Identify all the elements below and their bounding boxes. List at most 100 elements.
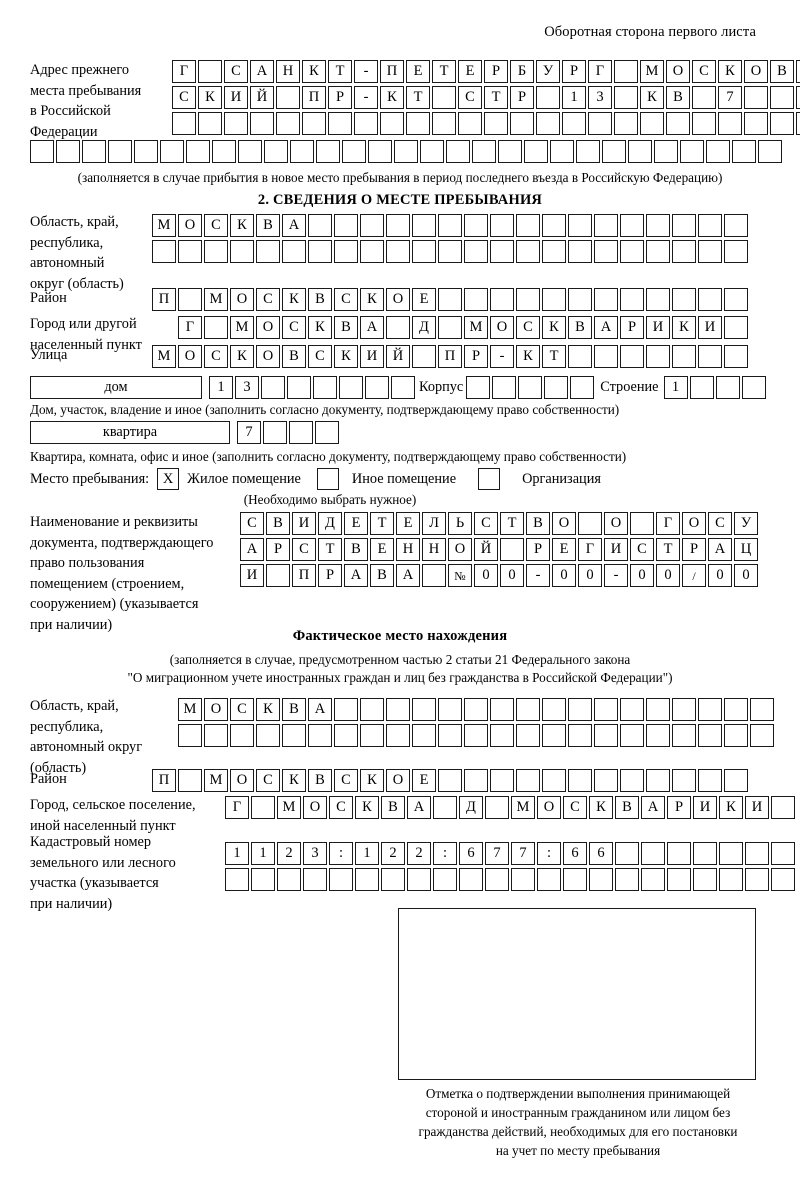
actual-district-cell[interactable] — [464, 769, 488, 792]
house-cell[interactable]: 3 — [235, 376, 259, 399]
document-cell[interactable]: С — [708, 512, 732, 535]
actual-district-cell[interactable] — [594, 769, 618, 792]
prev-address-cell[interactable] — [628, 140, 652, 163]
cadastral-cell[interactable] — [667, 868, 691, 891]
district-cell[interactable]: О — [230, 288, 254, 311]
district-cell[interactable] — [724, 288, 748, 311]
city-cell[interactable]: Р — [620, 316, 644, 339]
document-cell[interactable] — [630, 512, 654, 535]
prev-address-cell[interactable] — [640, 112, 664, 135]
actual-region-cell[interactable]: О — [204, 698, 228, 721]
prev-address-cell[interactable] — [238, 140, 262, 163]
actual-district-cell[interactable]: Е — [412, 769, 436, 792]
region-cell[interactable] — [438, 214, 462, 237]
actual-region-cell[interactable] — [334, 698, 358, 721]
region-cell[interactable] — [620, 240, 644, 263]
prev-address-cell[interactable]: Г — [172, 60, 196, 83]
region-cell[interactable] — [568, 240, 592, 263]
actual-region-cell[interactable] — [360, 724, 384, 747]
cadastral-cell[interactable] — [745, 868, 769, 891]
flat-row[interactable]: квартира 7 — [30, 421, 341, 444]
region-cell[interactable] — [672, 240, 696, 263]
street-cell[interactable]: К — [516, 345, 540, 368]
city-cell[interactable]: К — [308, 316, 332, 339]
document-cell[interactable]: 0 — [734, 564, 758, 587]
district-cell[interactable] — [542, 288, 566, 311]
prev-address-cell[interactable] — [744, 86, 768, 109]
actual-region-cell[interactable] — [438, 724, 462, 747]
actual-city-cell[interactable]: М — [511, 796, 535, 819]
document-cell[interactable]: А — [240, 538, 264, 561]
document-cell[interactable]: Е — [370, 538, 394, 561]
document-cell[interactable]: У — [734, 512, 758, 535]
district-cell[interactable]: К — [282, 288, 306, 311]
document-cell[interactable]: Р — [526, 538, 550, 561]
region-cell[interactable] — [568, 214, 592, 237]
street-cell[interactable] — [672, 345, 696, 368]
district-cell[interactable] — [178, 288, 202, 311]
actual-city-cell[interactable]: А — [407, 796, 431, 819]
region-cell[interactable] — [256, 240, 280, 263]
document-cell[interactable] — [266, 564, 290, 587]
actual-region-cell[interactable] — [568, 698, 592, 721]
document-cell[interactable]: Р — [266, 538, 290, 561]
region-cell[interactable] — [490, 214, 514, 237]
flat-cell[interactable] — [263, 421, 287, 444]
prev-address-cell[interactable]: С — [692, 60, 716, 83]
region-cell[interactable] — [412, 240, 436, 263]
document-cell[interactable]: О — [682, 512, 706, 535]
actual-city-cell[interactable]: Г — [225, 796, 249, 819]
prev-address-cell[interactable] — [276, 112, 300, 135]
prev-address-cell[interactable] — [354, 112, 378, 135]
actual-district-cell[interactable]: О — [386, 769, 410, 792]
street-cell[interactable]: В — [282, 345, 306, 368]
document-cell[interactable]: О — [552, 512, 576, 535]
document-cell[interactable]: Л — [422, 512, 446, 535]
district-cell[interactable] — [438, 288, 462, 311]
document-cell[interactable]: Д — [318, 512, 342, 535]
street-cell[interactable]: С — [308, 345, 332, 368]
actual-region-cell[interactable] — [698, 724, 722, 747]
house-cell[interactable] — [261, 376, 285, 399]
region-cell[interactable] — [282, 240, 306, 263]
prev-address-cell[interactable] — [264, 140, 288, 163]
actual-district-cell[interactable]: С — [334, 769, 358, 792]
district-cell[interactable]: С — [334, 288, 358, 311]
prev-address-cell[interactable]: Б — [510, 60, 534, 83]
region-cell[interactable] — [386, 214, 410, 237]
document-row-3[interactable]: И П Р А В А № 0 0-0 0-0 0/0 0 — [240, 564, 760, 587]
prev-address-cell[interactable]: А — [250, 60, 274, 83]
flat-cell[interactable]: 7 — [237, 421, 261, 444]
region-cell[interactable] — [334, 240, 358, 263]
region-cell[interactable] — [542, 240, 566, 263]
prev-address-cell[interactable] — [276, 86, 300, 109]
actual-city-cell[interactable]: К — [589, 796, 613, 819]
actual-region-cell[interactable] — [516, 724, 540, 747]
document-cell[interactable]: 0 — [578, 564, 602, 587]
actual-city-cell[interactable]: И — [745, 796, 769, 819]
document-cell[interactable]: П — [292, 564, 316, 587]
district-cell[interactable] — [620, 288, 644, 311]
actual-city-cell[interactable]: И — [693, 796, 717, 819]
district-cell[interactable] — [464, 288, 488, 311]
actual-district-cell[interactable] — [646, 769, 670, 792]
prev-address-cell[interactable] — [680, 140, 704, 163]
district-cell[interactable] — [698, 288, 722, 311]
actual-city-cell[interactable]: К — [719, 796, 743, 819]
actual-region-cell[interactable] — [490, 698, 514, 721]
cadastral-cell[interactable]: 1 — [225, 842, 249, 865]
document-cell[interactable]: И — [292, 512, 316, 535]
document-cell[interactable]: Ц — [734, 538, 758, 561]
document-cell[interactable]: / — [682, 564, 706, 587]
city-cell[interactable] — [724, 316, 748, 339]
cadastral-cell[interactable]: 7 — [485, 842, 509, 865]
document-cell[interactable]: В — [526, 512, 550, 535]
prev-address-cell[interactable] — [186, 140, 210, 163]
district-cell[interactable]: М — [204, 288, 228, 311]
actual-district-cell[interactable] — [438, 769, 462, 792]
document-cell[interactable]: А — [396, 564, 420, 587]
flat-cell[interactable] — [315, 421, 339, 444]
